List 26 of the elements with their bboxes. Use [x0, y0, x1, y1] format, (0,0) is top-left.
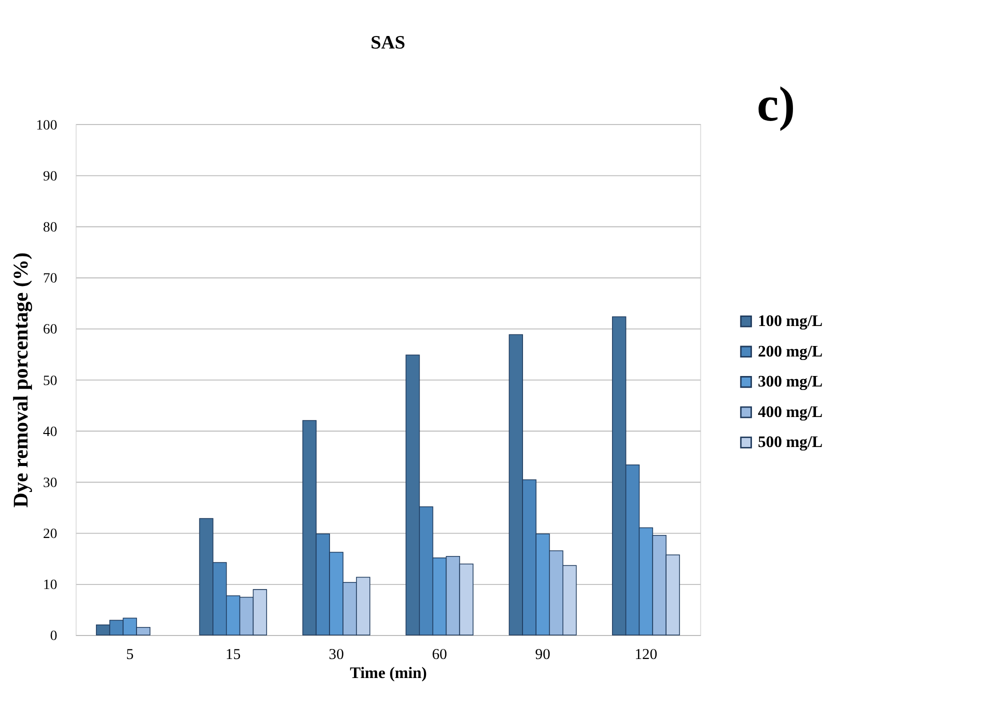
legend-label: 100 mg/L — [758, 313, 823, 330]
y-tick-label: 70 — [43, 270, 58, 287]
x-tick-label: 90 — [535, 647, 550, 664]
x-axis-title: Time (min) — [350, 665, 427, 682]
x-tick-label: 5 — [126, 647, 134, 664]
legend-label: 200 mg/L — [758, 343, 823, 360]
legend-label: 300 mg/L — [758, 374, 823, 391]
x-tick-label: 120 — [634, 647, 658, 664]
legend-label: 500 mg/L — [758, 434, 823, 452]
text: c) — [756, 76, 796, 132]
y-tick-label: 30 — [43, 474, 58, 491]
x-tick-label: 30 — [328, 647, 344, 664]
y-tick-label: 0 — [50, 628, 58, 644]
x-tick-label: 60 — [432, 647, 448, 664]
y-tick-label: 100 — [36, 117, 58, 134]
legend-label: 400 mg/L — [758, 404, 823, 421]
y-tick-label: 20 — [43, 526, 58, 542]
y-tick-label: 80 — [43, 220, 58, 236]
x-tick-label: 15 — [226, 647, 241, 664]
y-tick-label: 40 — [43, 424, 58, 440]
y-axis-title: Dye removal porcentage (%) — [8, 252, 32, 508]
y-tick-label: 50 — [43, 372, 58, 389]
y-tick-label: 90 — [43, 168, 58, 184]
y-tick-label: 10 — [43, 577, 58, 594]
y-tick-label: 60 — [43, 322, 58, 338]
chart-title: SAS — [370, 32, 406, 54]
